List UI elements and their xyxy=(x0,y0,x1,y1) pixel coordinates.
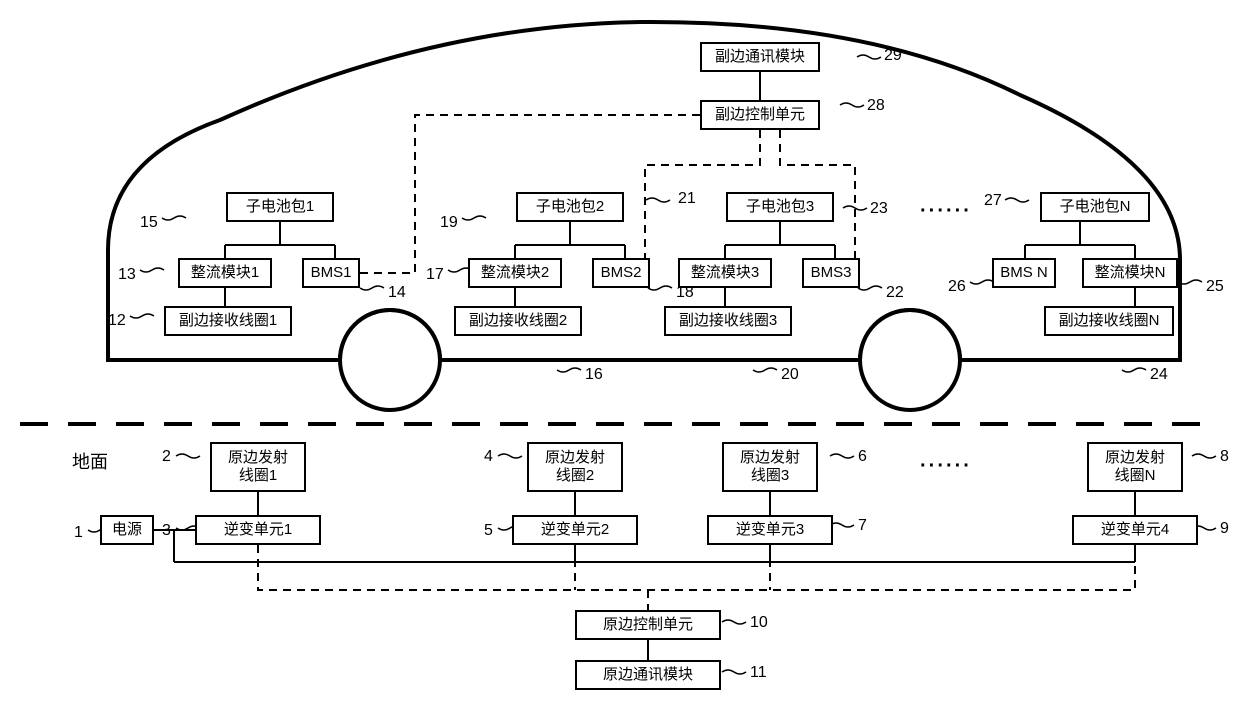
ref-2: 2 xyxy=(162,448,171,466)
sec-ctrl-unit: 副边控制单元 xyxy=(700,100,820,130)
ref-9: 9 xyxy=(1220,520,1229,538)
bms-n: BMS N xyxy=(992,258,1056,288)
ref-17: 17 xyxy=(426,266,444,284)
ellipsis-bottom: ······ xyxy=(920,455,972,478)
pri-comm-module: 原边通讯模块 xyxy=(575,660,721,690)
rect-module-1: 整流模块1 xyxy=(178,258,272,288)
rect-module-n: 整流模块N xyxy=(1082,258,1178,288)
ref-25: 25 xyxy=(1206,278,1224,296)
sec-comm-module: 副边通讯模块 xyxy=(700,42,820,72)
pri-ctrl-unit: 原边控制单元 xyxy=(575,610,721,640)
rx-coil-n: 副边接收线圈N xyxy=(1044,306,1174,336)
ref-27: 27 xyxy=(984,192,1002,210)
sub-battery-2: 子电池包2 xyxy=(516,192,624,222)
ref-15: 15 xyxy=(140,214,158,232)
inverter-1: 逆变单元1 xyxy=(195,515,321,545)
ref-12: 12 xyxy=(108,312,126,330)
ref-7: 7 xyxy=(858,517,867,535)
ref-14: 14 xyxy=(388,284,406,302)
ref-4: 4 xyxy=(484,448,493,466)
ref-5: 5 xyxy=(484,522,493,540)
ref-24: 24 xyxy=(1150,366,1168,384)
ground-label: 地面 xyxy=(72,448,108,474)
rx-coil-1: 副边接收线圈1 xyxy=(164,306,292,336)
ref-28: 28 xyxy=(867,97,885,115)
wheel-1 xyxy=(340,310,440,410)
bms-2: BMS2 xyxy=(592,258,650,288)
diagram-root: 副边通讯模块 副边控制单元 子电池包1 整流模块1 BMS1 副边接收线圈1 子… xyxy=(0,0,1240,709)
power-source: 电源 xyxy=(100,515,154,545)
ref-1: 1 xyxy=(74,524,83,542)
sub-battery-3: 子电池包3 xyxy=(726,192,834,222)
ref-20: 20 xyxy=(781,366,799,384)
ref-11: 11 xyxy=(750,664,767,682)
ellipsis-top: ······ xyxy=(920,200,972,223)
sub-battery-1: 子电池包1 xyxy=(226,192,334,222)
rect-module-2: 整流模块2 xyxy=(468,258,562,288)
connections-svg xyxy=(0,0,1240,709)
ref-10: 10 xyxy=(750,614,768,632)
tx-coil-1: 原边发射 线圈1 xyxy=(210,442,306,492)
tx-coil-3: 原边发射 线圈3 xyxy=(722,442,818,492)
bms-3: BMS3 xyxy=(802,258,860,288)
ref-8: 8 xyxy=(1220,448,1229,466)
sub-battery-n: 子电池包N xyxy=(1040,192,1150,222)
wheel-2 xyxy=(860,310,960,410)
ref-23: 23 xyxy=(870,200,888,218)
rx-coil-2: 副边接收线圈2 xyxy=(454,306,582,336)
ref-6: 6 xyxy=(858,448,867,466)
tx-coil-2: 原边发射 线圈2 xyxy=(527,442,623,492)
ref-26: 26 xyxy=(948,278,966,296)
rx-coil-3: 副边接收线圈3 xyxy=(664,306,792,336)
ref-22: 22 xyxy=(886,284,904,302)
inverter-3: 逆变单元3 xyxy=(707,515,833,545)
inverter-2: 逆变单元2 xyxy=(512,515,638,545)
bms-1: BMS1 xyxy=(302,258,360,288)
ref-13: 13 xyxy=(118,266,136,284)
ref-18: 18 xyxy=(676,284,694,302)
tx-coil-n: 原边发射 线圈N xyxy=(1087,442,1183,492)
ref-29: 29 xyxy=(884,47,902,65)
ref-19: 19 xyxy=(440,214,458,232)
inverter-4: 逆变单元4 xyxy=(1072,515,1198,545)
ref-16: 16 xyxy=(585,366,603,384)
ref-3: 3 xyxy=(162,522,171,540)
ref-21: 21 xyxy=(678,190,696,208)
